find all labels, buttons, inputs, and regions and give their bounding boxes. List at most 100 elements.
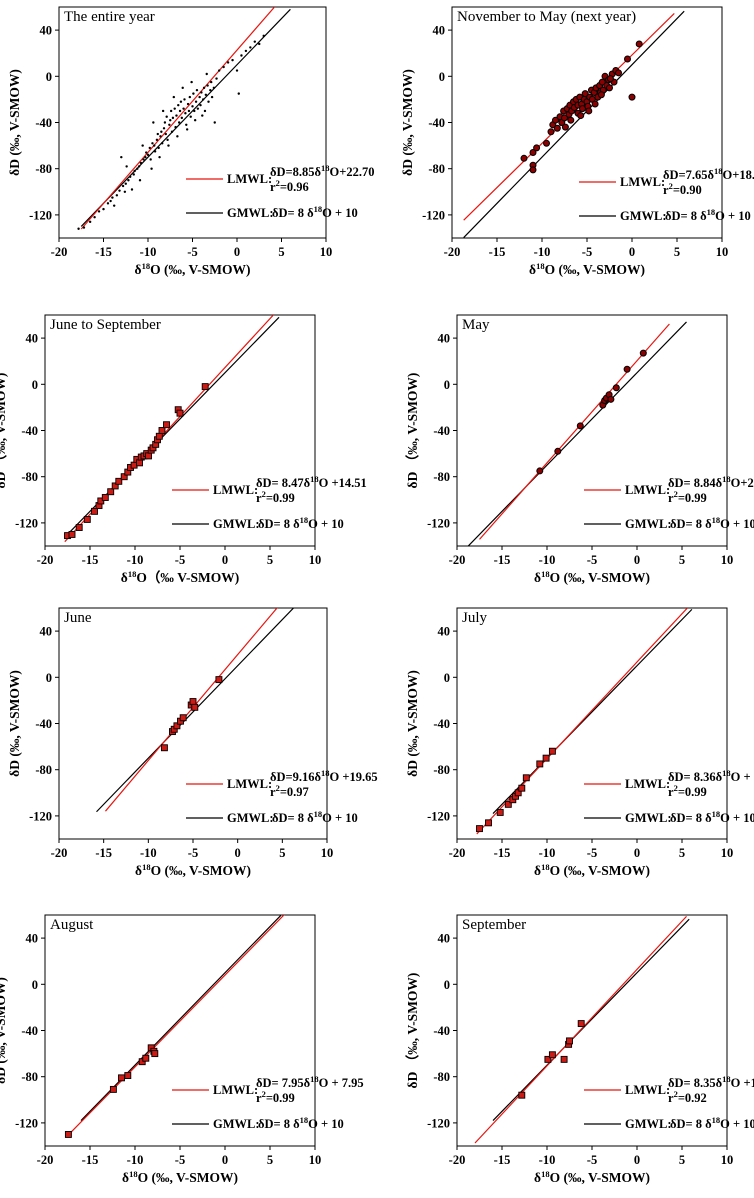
data-point xyxy=(231,58,234,62)
x-axis-label: δ18O (‰, V-SMOW) xyxy=(135,261,251,277)
legend-gmwl-equation: δD= 8 δ18O + 10 xyxy=(670,1115,754,1131)
data-point xyxy=(163,421,170,429)
gmwl-line xyxy=(80,8,291,227)
x-axis-label: δ18O (‰, V-SMOW) xyxy=(529,261,645,277)
data-point xyxy=(109,199,112,203)
x-tick-label: -15 xyxy=(82,1153,99,1167)
data-point xyxy=(124,182,127,185)
data-point xyxy=(180,116,184,120)
x-tick-label: -5 xyxy=(587,1153,597,1167)
regression-lines xyxy=(463,10,685,238)
x-tick-label: -5 xyxy=(587,846,597,860)
data-point xyxy=(496,808,504,816)
data-point xyxy=(177,121,181,124)
data-point xyxy=(182,107,185,110)
data-point xyxy=(184,112,187,115)
data-point xyxy=(606,75,614,83)
x-axis-label: δ18O (‰, V-SMOW) xyxy=(534,569,650,585)
x-tick-label: -15 xyxy=(494,1153,511,1167)
y-tick-label: 40 xyxy=(26,932,39,946)
data-point xyxy=(115,194,119,197)
y-tick-label: -40 xyxy=(35,717,52,731)
x-tick-label: -10 xyxy=(140,846,157,860)
y-tick-label: -80 xyxy=(433,1070,450,1084)
data-point xyxy=(561,123,569,131)
x-tick-label: 5 xyxy=(279,846,285,860)
data-point xyxy=(544,1055,552,1063)
y-tick-label: -80 xyxy=(35,763,52,777)
data-point xyxy=(542,754,550,762)
legend-lmwl-equation: δD=8.85δ18O+22.70 xyxy=(270,163,375,179)
x-tick-label: 10 xyxy=(721,1153,734,1167)
data-point xyxy=(189,698,197,706)
data-point xyxy=(164,132,167,136)
chart-panel-3: -20 -15 -10 -5 0 5 10 -120 -80 -40 0 40 June to Sept… xyxy=(0,314,367,585)
chart-title: June to September xyxy=(50,317,161,333)
data-point xyxy=(174,125,177,129)
data-point xyxy=(186,102,190,106)
data-point xyxy=(189,115,192,118)
data-point xyxy=(518,1091,526,1099)
x-tick-label: -5 xyxy=(175,553,185,567)
data-point xyxy=(172,95,176,99)
legend-lmwl-equation: δD= 7.95δ18O + 7.95 xyxy=(256,1074,364,1090)
legend-gmwl-label: GMWL: xyxy=(213,517,260,531)
x-tick-label: -10 xyxy=(140,245,157,259)
chart-title: May xyxy=(462,317,490,333)
chart-title: July xyxy=(462,610,488,626)
data-point xyxy=(91,507,98,515)
data-point xyxy=(146,153,150,157)
data-point xyxy=(262,34,265,38)
data-point xyxy=(129,175,132,178)
data-point xyxy=(109,1085,117,1093)
y-tick-label: 0 xyxy=(32,978,38,992)
y-tick-label: 40 xyxy=(433,24,446,38)
data-point xyxy=(125,165,128,168)
x-tick-label: 10 xyxy=(721,553,734,567)
data-point xyxy=(635,40,643,48)
legend-gmwl-label: GMWL: xyxy=(625,811,672,825)
x-tick-label: 0 xyxy=(222,1153,228,1167)
x-tick-label: -10 xyxy=(127,1153,144,1167)
legend-gmwl-label: GMWL: xyxy=(625,517,672,531)
x-tick-label: 0 xyxy=(634,553,640,567)
data-point xyxy=(187,109,191,113)
data-point xyxy=(151,1050,159,1058)
y-tick-label: -80 xyxy=(433,470,450,484)
x-tick-label: -5 xyxy=(175,1153,185,1167)
y-tick-label: -120 xyxy=(29,208,52,222)
y-tick-label: 40 xyxy=(26,332,39,346)
y-tick-label: -120 xyxy=(15,1116,38,1130)
legend-gmwl-equation: δD= 8 δ18O + 10 xyxy=(258,515,344,531)
data-point xyxy=(203,109,207,113)
data-point xyxy=(115,477,123,485)
data-point xyxy=(606,84,613,92)
data-point xyxy=(628,93,636,101)
x-tick-label: 0 xyxy=(235,846,241,860)
data-point xyxy=(201,98,205,101)
data-point xyxy=(191,105,194,108)
data-point xyxy=(624,55,631,63)
x-tick-label: -15 xyxy=(95,245,112,259)
data-point xyxy=(118,189,121,192)
data-point xyxy=(75,524,83,531)
x-tick-label: 5 xyxy=(267,1153,273,1167)
legend-lmwl-label: LMWL: xyxy=(625,777,670,791)
x-tick-label: -20 xyxy=(449,846,466,860)
plot-frame xyxy=(44,314,316,547)
data-point xyxy=(166,138,169,142)
data-point xyxy=(520,154,528,162)
data-point xyxy=(188,95,192,99)
y-tick-label: -40 xyxy=(21,424,38,438)
legend: LMWL:δD= 8.35δ18O +12.89r2=0.92 GMWL:δD= … xyxy=(584,1074,754,1131)
data-point xyxy=(547,128,555,136)
data-point xyxy=(598,78,606,86)
data-point xyxy=(156,132,159,136)
legend: LMWL:δD=7.65δ18O+18.44r2=0.90 GMWL:δD= 8 … xyxy=(579,166,754,223)
data-point xyxy=(150,167,153,170)
data-point xyxy=(222,65,225,69)
data-point xyxy=(623,365,631,373)
y-tick-label: -120 xyxy=(427,1116,450,1130)
x-tick-label: -20 xyxy=(51,846,68,860)
chart-panel-1: -20 -15 -10 -5 0 5 10 -120 -80 -40 0 40 The entire y… xyxy=(7,6,375,277)
